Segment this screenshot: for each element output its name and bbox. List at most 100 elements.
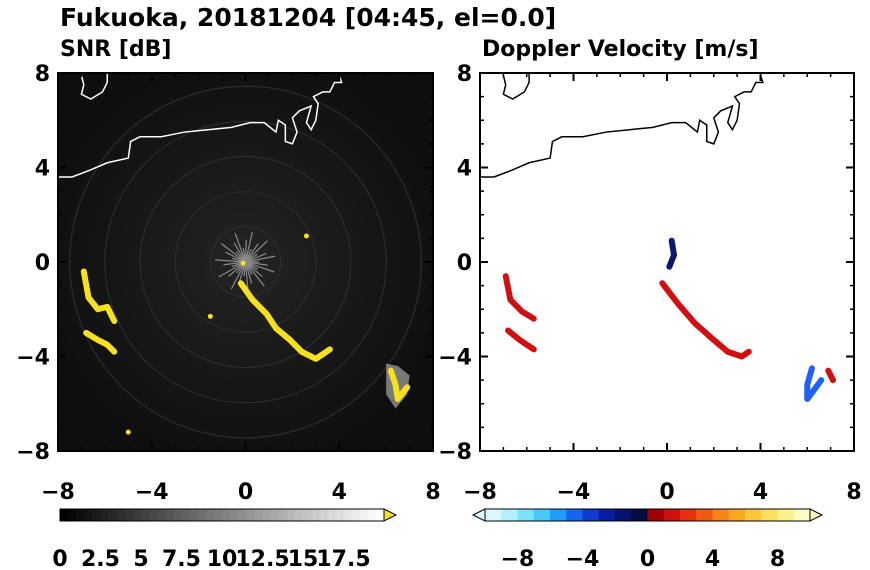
colorbar-cell <box>246 509 255 521</box>
x-tick-label: −4 <box>557 480 591 505</box>
snr-coastline <box>58 73 343 178</box>
colorbar-tick-label: 7.5 <box>162 547 201 570</box>
colorbar-extend-min <box>471 508 486 522</box>
colorbar-cell <box>777 509 795 521</box>
echo-west-cluster-lower <box>83 329 118 355</box>
colorbar-cell <box>222 509 231 521</box>
colorbar-cell <box>680 509 697 521</box>
coastline-segment <box>480 75 764 178</box>
coastline-segment <box>58 75 343 178</box>
colorbar-tick-label: 10 <box>207 547 238 570</box>
colorbar-cell <box>663 509 681 521</box>
echo-east-red <box>825 367 836 384</box>
clutter-ray <box>220 243 246 263</box>
doppler-background <box>480 73 854 451</box>
colorbar-cell <box>793 509 811 521</box>
clutter-ring <box>174 191 317 333</box>
y-tick-label: −8 <box>16 440 50 465</box>
colorbar-cell <box>319 509 328 521</box>
clutter-ray <box>215 259 246 263</box>
y-tick-label: 4 <box>35 157 50 182</box>
colorbar-tick-label: −8 <box>501 547 535 570</box>
x-tick-label: −4 <box>135 480 169 505</box>
clutter-ray <box>238 261 247 284</box>
x-tick-label: 4 <box>332 480 347 505</box>
clutter-ray <box>244 239 247 263</box>
colorbar-cell <box>213 509 223 521</box>
snr-panel: SNR [dB] −8 −4 0 4 8 −8 −4 0 4 8 <box>16 37 440 505</box>
doppler-ticks: −8 −4 0 4 8 −8 −4 0 4 8 <box>438 62 861 505</box>
echo-south-speck <box>125 429 131 435</box>
colorbar-tick-label: 8 <box>770 547 785 570</box>
colorbar-cell <box>582 509 600 521</box>
colorbar-cell <box>745 509 762 521</box>
x-tick-label: 8 <box>846 480 861 505</box>
colorbar-cell <box>254 509 263 521</box>
clutter-ray <box>245 261 265 287</box>
colorbar-cell <box>205 509 215 521</box>
clutter-ray <box>245 243 259 263</box>
colorbar-cell <box>68 509 77 521</box>
doppler-panel-title: Doppler Velocity [m/s] <box>482 37 759 62</box>
y-tick-label: 0 <box>457 251 472 276</box>
colorbar-cell <box>294 509 304 521</box>
colorbar-frame <box>484 508 811 522</box>
colorbar-cell <box>181 509 191 521</box>
colorbar-cell <box>696 509 713 521</box>
colorbar-tick-label: 15 <box>288 547 319 570</box>
y-tick-label: −8 <box>438 440 472 465</box>
colorbar-tick-label: 0 <box>52 547 67 570</box>
colorbar-cell <box>238 509 247 521</box>
colorbar-cell <box>270 509 280 521</box>
colorbar-cell <box>286 509 296 521</box>
colorbar-cell <box>517 509 535 521</box>
colorbar-tick-label: 5 <box>133 547 148 570</box>
colorbar-cell <box>335 509 344 521</box>
colorbar-cell <box>343 509 353 521</box>
echo-sw-speck <box>207 313 213 319</box>
colorbar-cell <box>84 509 93 521</box>
y-tick-label: 4 <box>457 157 472 182</box>
colorbar-cell <box>197 509 207 521</box>
colorbar-tick-label: 17.5 <box>316 547 370 570</box>
colorbar-cell <box>311 509 320 521</box>
colorbar-cell <box>615 509 632 521</box>
echo-central-red <box>659 280 752 360</box>
colorbar-frame <box>59 508 385 522</box>
clutter-ray <box>244 261 249 293</box>
echo-central-line <box>237 280 333 362</box>
colorbar-cell <box>712 509 730 521</box>
colorbar-cell <box>598 509 616 521</box>
colorbar-tick-label: 0 <box>640 547 655 570</box>
y-tick-label: 0 <box>35 251 50 276</box>
x-tick-label: 4 <box>753 480 768 505</box>
colorbar-cell <box>141 509 150 521</box>
clutter-ray <box>234 232 247 263</box>
colorbar-cell <box>230 509 239 521</box>
colorbar-cell <box>647 509 665 521</box>
colorbar-cell <box>728 509 746 521</box>
clutter-ray <box>245 255 276 263</box>
colorbar-cell <box>132 509 142 521</box>
echo-north-speck <box>303 233 309 239</box>
colorbar-cell <box>566 509 583 521</box>
clutter-ray <box>225 251 246 263</box>
clutter-ring <box>104 120 387 404</box>
clutter-ray <box>230 261 247 290</box>
colorbar-cell <box>149 509 158 521</box>
colorbar-cell <box>76 509 85 521</box>
y-tick-label: 8 <box>457 62 472 87</box>
colorbar-cell <box>375 509 385 521</box>
clutter-ring <box>69 85 422 439</box>
colorbar-cell <box>485 509 502 521</box>
snr-echoes <box>80 233 411 435</box>
colorbar-cell <box>92 509 101 521</box>
doppler-echoes <box>502 237 836 403</box>
colorbar-cell <box>367 509 377 521</box>
y-tick-label: −4 <box>438 346 472 371</box>
clutter-ray <box>245 253 267 263</box>
echo-center-speck <box>240 260 246 266</box>
colorbar-cell <box>761 509 778 521</box>
